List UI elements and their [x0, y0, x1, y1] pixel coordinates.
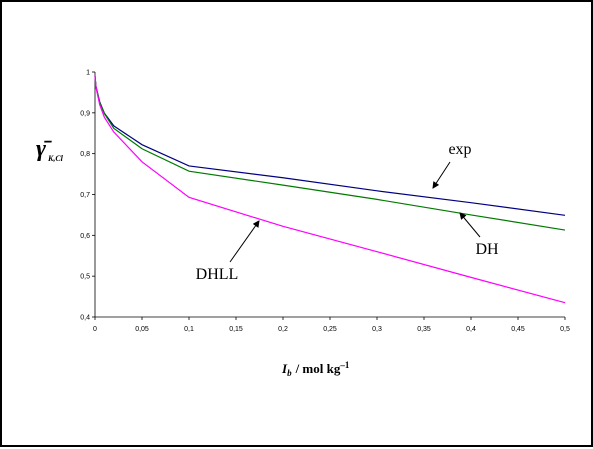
x-tick-label: 0,5 — [560, 326, 570, 333]
annotation-arrow-dh — [459, 212, 481, 238]
x-tick-label: 0,1 — [184, 326, 194, 333]
x-tick-label: 0,2 — [278, 326, 288, 333]
y-tick-label: 0,9 — [80, 110, 90, 117]
annotation-label-dhll: DHLL — [196, 266, 239, 283]
series-line-dhll — [94, 76, 566, 304]
x-tick-label: 0,4 — [466, 326, 476, 333]
y-tick-label: 0,4 — [80, 315, 90, 322]
annotation-arrow-exp — [432, 161, 451, 189]
x-tick-label: 0,45 — [511, 326, 525, 333]
x-tick-label: 0,35 — [417, 326, 431, 333]
y-axis-label: γ̄ K,Cl — [36, 136, 64, 163]
y-tick-label: 0,7 — [80, 192, 90, 199]
annotation-arrow-dhll — [229, 220, 260, 263]
x-axis-label-unit: / mol kg — [295, 361, 341, 376]
x-tick-label: 0,25 — [323, 326, 337, 333]
y-tick-label: 0,5 — [80, 274, 90, 281]
x-tick-label: 0,05 — [135, 326, 149, 333]
x-tick-label: 0,3 — [372, 326, 382, 333]
series-layer — [94, 76, 566, 304]
series-line-exp — [94, 76, 566, 216]
x-tick-label: 0,15 — [229, 326, 243, 333]
x-axis-label: Ib / mol kg–1 — [281, 360, 350, 378]
x-tick-label: 0 — [93, 326, 97, 333]
annotation-label-dh: DH — [475, 241, 499, 258]
axes: 0,4 0,5 0,6 0,7 0,8 0,9 1 0 0,05 0,1 0,15 0,2 0,25 0,… — [80, 70, 570, 334]
x-axis-label-subscript: b — [287, 368, 292, 378]
y-tick-label: 1 — [86, 70, 90, 77]
annotation-layer: exp DH DHLL — [196, 141, 499, 283]
series-line-dh — [94, 76, 566, 231]
y-tick-label: 0,8 — [80, 151, 90, 158]
x-axis-label-superscript: –1 — [339, 360, 350, 370]
y-axis-label-subscript: K,Cl — [47, 154, 64, 163]
annotation-label-exp: exp — [448, 141, 471, 158]
y-tick-label: 0,6 — [80, 233, 90, 240]
x-axis-label-symbol: I — [281, 361, 288, 376]
